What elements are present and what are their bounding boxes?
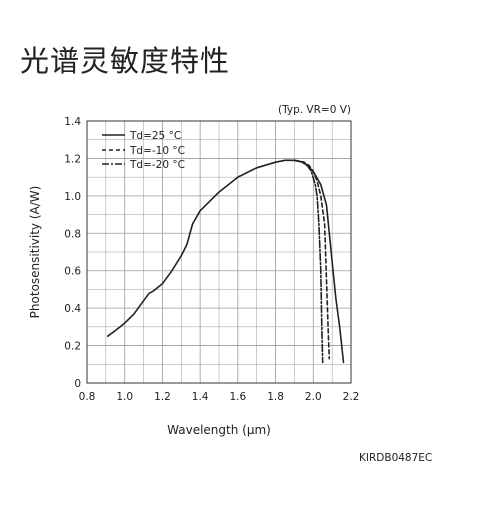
measurement-note: (Typ. VR=0 V) bbox=[278, 104, 351, 116]
series-lines bbox=[106, 159, 345, 364]
axis-ticks: 0.8 1.0 1.2 1.4 1.6 1.8 2.0 2.2 0 0.2 0.4 0.6 0.8 1.0… bbox=[64, 116, 359, 403]
legend: Td=25 °C Td=-10 °C Td=-20 °C bbox=[102, 130, 185, 171]
y-tick-label: 1.4 bbox=[64, 116, 81, 128]
legend-label-td-minus-10: Td=-10 °C bbox=[129, 145, 185, 157]
x-tick-label: 0.8 bbox=[79, 391, 96, 403]
y-tick-label: 0.2 bbox=[64, 341, 81, 353]
y-axis-label: Photosensitivity (A/W) bbox=[28, 186, 42, 319]
series-line-1 bbox=[293, 159, 331, 360]
x-tick-label: 1.0 bbox=[116, 391, 133, 403]
series-line-0 bbox=[106, 159, 345, 364]
x-tick-label: 1.6 bbox=[230, 391, 247, 403]
y-tick-label: 1.0 bbox=[64, 191, 81, 203]
page-title: 光谱灵敏度特性 bbox=[20, 44, 231, 78]
x-tick-label: 2.0 bbox=[305, 391, 322, 403]
y-tick-label: 0 bbox=[74, 378, 81, 390]
legend-label-td-minus-20: Td=-20 °C bbox=[129, 159, 185, 171]
x-tick-label: 2.2 bbox=[343, 391, 360, 403]
grid bbox=[87, 121, 351, 383]
series-line-2 bbox=[293, 159, 324, 364]
y-tick-label: 1.2 bbox=[64, 153, 81, 165]
x-tick-label: 1.8 bbox=[267, 391, 284, 403]
legend-label-td-25: Td=25 °C bbox=[129, 130, 181, 142]
y-tick-label: 0.8 bbox=[64, 228, 81, 240]
y-tick-label: 0.6 bbox=[64, 266, 81, 278]
x-axis-label: Wavelength (μm) bbox=[167, 423, 271, 437]
x-tick-label: 1.2 bbox=[154, 391, 171, 403]
plot-frame bbox=[86, 120, 352, 384]
x-tick-label: 1.4 bbox=[192, 391, 209, 403]
figure-code: KIRDB0487EC bbox=[359, 452, 433, 464]
y-tick-label: 0.4 bbox=[64, 303, 81, 315]
